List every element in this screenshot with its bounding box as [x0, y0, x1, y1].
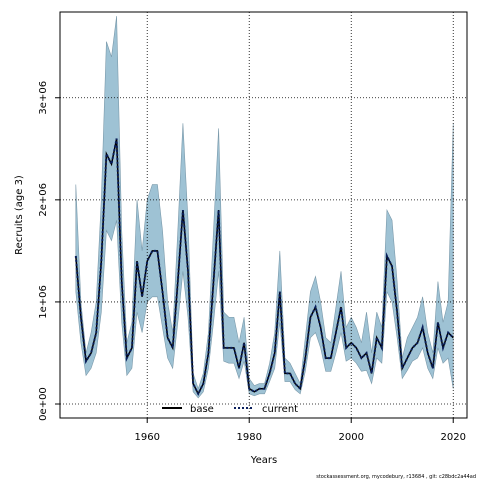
- y-tick-label: 1e+06: [38, 285, 49, 319]
- x-tick-label: 2000: [338, 432, 363, 443]
- confidence-band: [75, 16, 454, 399]
- x-tick-label: 2020: [441, 432, 466, 443]
- series-line: [74, 138, 454, 397]
- legend-label: base: [190, 404, 214, 415]
- y-tick-label: 3e+06: [38, 81, 49, 115]
- plot-frame: [59, 11, 468, 419]
- x-axis-title: Years: [250, 455, 277, 466]
- footer: stockassessment.org, mycodebury, r13684 …: [316, 474, 476, 480]
- x-tick-label: 1980: [236, 432, 261, 443]
- y-axis-title: Recruits (age 3): [14, 175, 25, 255]
- legend-label: current: [262, 404, 298, 415]
- x-tick-label: 1960: [134, 432, 159, 443]
- y-tick-label: 0e+00: [38, 387, 49, 421]
- y-tick-label: 2e+06: [38, 183, 49, 217]
